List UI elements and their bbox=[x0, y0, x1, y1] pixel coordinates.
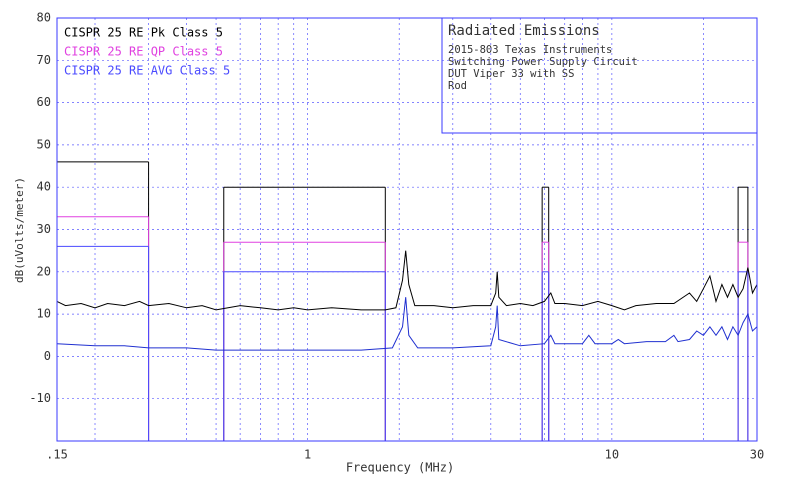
note: 2015-803 Texas Instruments bbox=[448, 44, 612, 56]
y-tick-label: 30 bbox=[37, 222, 51, 236]
y-tick-label: 60 bbox=[37, 95, 51, 109]
y-axis-label: dB(uVolts/meter) bbox=[13, 177, 26, 283]
legend-label: CISPR 25 RE Pk Class 5 bbox=[64, 26, 223, 40]
trace bbox=[56, 297, 758, 351]
y-tick-label: 0 bbox=[44, 349, 51, 363]
x-tick-label: 1 bbox=[304, 448, 311, 462]
legend-label: CISPR 25 RE QP Class 5 bbox=[64, 45, 223, 59]
y-tick-label: 20 bbox=[37, 264, 51, 278]
x-tick-label: 10 bbox=[605, 448, 619, 462]
y-tick-label: -10 bbox=[29, 391, 51, 405]
x-tick-label: .15 bbox=[46, 448, 68, 462]
x-axis-label: Frequency (MHz) bbox=[346, 461, 454, 475]
trace bbox=[56, 250, 758, 311]
note: Switching Power Supply Circuit bbox=[448, 56, 638, 68]
y-tick-label: 50 bbox=[37, 137, 51, 151]
info-box bbox=[441, 17, 758, 134]
y-tick-label: 10 bbox=[37, 307, 51, 321]
y-tick-label: 70 bbox=[37, 53, 51, 67]
legend-label: CISPR 25 RE AVG Class 5 bbox=[64, 64, 230, 78]
x-tick-label: 30 bbox=[750, 448, 764, 462]
y-tick-label: 40 bbox=[37, 180, 51, 194]
note: DUT Viper 33 with SS bbox=[448, 68, 574, 80]
chart-title: Radiated Emissions bbox=[448, 23, 600, 39]
y-tick-label: 80 bbox=[37, 11, 51, 25]
note: Rod bbox=[448, 80, 467, 92]
plot-border bbox=[56, 17, 758, 442]
